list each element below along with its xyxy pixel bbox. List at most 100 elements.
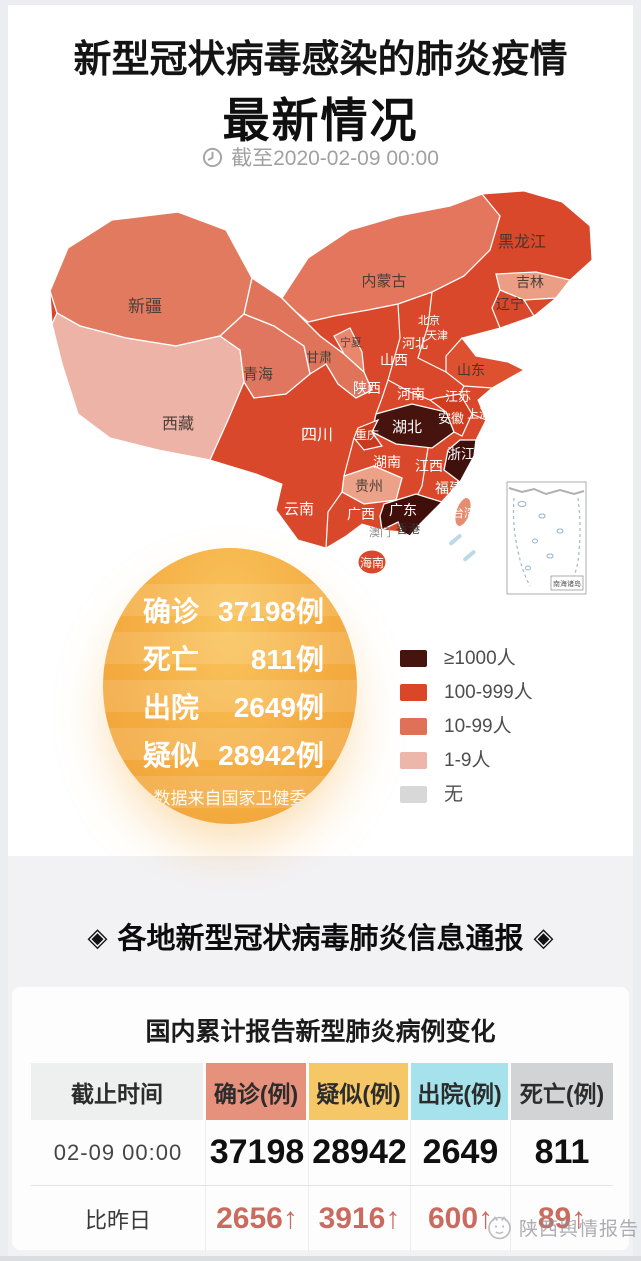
watermark: 陕西舆情报告 — [486, 1214, 639, 1241]
legend-item: ≥1000人 — [400, 648, 533, 669]
legend-label: 1-9人 — [444, 750, 491, 771]
label-guangdong: 广东 — [389, 502, 417, 518]
col-header-suspected: 疑似(例) — [309, 1063, 411, 1120]
stat-label: 确诊 — [143, 596, 200, 627]
table-title: 国内累计报告新型肺炎病例变化 — [145, 1018, 496, 1046]
cell-deaths: 811 — [511, 1120, 613, 1186]
label-hubei: 湖北 — [392, 419, 422, 436]
china-choropleth-map: 南海诸岛 新疆 西藏 青海 甘肃 宁夏 内蒙古 黑龙江 吉林 辽宁 北京 天津 … — [30, 186, 620, 596]
stat-label: 疑似 — [143, 740, 200, 771]
legend-label: 100-999人 — [444, 682, 533, 703]
label-heilongjiang: 黑龙江 — [498, 233, 546, 251]
map-legend: ≥1000人 100-999人 10-99人 1-9人 无 — [400, 648, 533, 820]
province-neimenggu — [281, 193, 501, 323]
circle-stripes — [103, 584, 357, 824]
label-hainan: 海南 — [360, 555, 384, 570]
south-china-sea-inset: 南海诸岛 — [506, 481, 587, 595]
province-borders — [325, 289, 535, 549]
label-beijing: 北京 — [418, 313, 440, 327]
stat-row-confirmed: 确诊 37198例 — [143, 586, 324, 634]
legend-item: 10-99人 — [400, 716, 533, 737]
col-header-confirmed: 确诊(例) — [206, 1063, 309, 1120]
section-title-row: ◈ 各地新型冠状病毒肺炎信息通报 ◈ — [0, 915, 641, 957]
stat-value: 811例 — [250, 644, 324, 675]
label-shanxi: 山西 — [380, 352, 408, 368]
label-qinghai: 青海 — [243, 366, 273, 383]
stat-value: 2649例 — [233, 692, 324, 723]
label-xizang: 西藏 — [162, 415, 194, 433]
legend-swatch-1000plus — [400, 650, 427, 667]
cell-confirmed: 37198 — [206, 1120, 309, 1186]
stat-value: 37198例 — [218, 596, 324, 627]
col-header-time: 截止时间 — [31, 1063, 206, 1120]
stat-label: 死亡 — [143, 644, 200, 675]
legend-swatch-10-99 — [400, 718, 427, 735]
province-anhui — [428, 393, 473, 437]
sea-marks — [449, 534, 476, 562]
cell-delta-deaths: 89↑ — [537, 1202, 587, 1235]
label-fujian: 福建 — [435, 480, 463, 496]
label-jiangxi: 江西 — [415, 458, 443, 474]
cell-time: 02-09 00:00 — [31, 1120, 206, 1186]
stat-row-discharged: 出院 2649例 — [143, 682, 324, 730]
province-ningxia — [333, 327, 365, 374]
legend-label: 无 — [444, 784, 464, 805]
timestamp-text: 截至2020-02-09 00:00 — [231, 147, 439, 170]
province-taiwan — [454, 497, 472, 527]
label-jiangsu: 江苏 — [445, 389, 471, 404]
label-xinjiang: 新疆 — [128, 297, 162, 316]
label-hongkong: 香港 — [396, 522, 420, 536]
stat-row-deaths: 死亡 811例 — [143, 634, 324, 682]
clock-icon — [202, 147, 223, 167]
label-sichuan: 四川 — [301, 427, 333, 444]
legend-swatch-none — [400, 786, 427, 803]
col-header-deaths: 死亡(例) — [511, 1063, 613, 1120]
page-title: 新型冠状病毒感染的肺炎疫情 — [73, 39, 568, 81]
legend-item: 无 — [400, 784, 533, 805]
label-shanghai: 上海 — [467, 406, 491, 421]
col-header-discharged: 出院(例) — [411, 1063, 511, 1120]
legend-label: ≥1000人 — [444, 648, 516, 669]
cell-discharged: 2649 — [411, 1120, 511, 1186]
province-shandong — [445, 337, 526, 389]
label-tianjin: 天津 — [426, 329, 448, 342]
label-taiwan: 台湾 — [452, 505, 476, 520]
stat-value: 28942例 — [218, 740, 324, 771]
province-hubei — [371, 403, 455, 449]
section-title: 各地新型冠状病毒肺炎信息通报 — [117, 923, 524, 955]
legend-item: 100-999人 — [400, 682, 533, 703]
province-labels: 新疆 西藏 青海 甘肃 宁夏 内蒙古 黑龙江 吉林 辽宁 北京 天津 河北 山西… — [128, 233, 546, 570]
label-hebei: 河北 — [402, 336, 428, 351]
province-hainan — [357, 549, 387, 575]
label-yunnan: 云南 — [284, 501, 314, 518]
data-source-note: 数据来自国家卫健委 — [153, 789, 307, 808]
label-henan: 河南 — [397, 386, 425, 402]
label-macau: 澳门 — [369, 525, 391, 539]
cell-delta-discharged: 600↑ — [411, 1186, 511, 1252]
label-gansu: 甘肃 — [306, 350, 332, 365]
label-jilin: 吉林 — [516, 274, 544, 290]
label-guizhou: 贵州 — [355, 478, 383, 494]
legend-label: 10-99人 — [444, 716, 512, 737]
label-chongqing: 重庆 — [355, 428, 379, 442]
label-liaoning: 辽宁 — [496, 296, 524, 312]
timestamp-row: 截至2020-02-09 00:00 — [0, 142, 641, 172]
cell-delta-label: 比昨日 — [31, 1186, 206, 1252]
cell-delta-suspected: 3916↑ — [309, 1186, 411, 1252]
diamond-ornament-right: ◈ — [533, 922, 554, 952]
label-anhui: 安徽 — [438, 411, 464, 426]
legend-item: 1-9人 — [400, 750, 533, 771]
legend-swatch-100-999 — [400, 684, 427, 701]
province-guangdong — [379, 493, 444, 537]
watermark-text: 陕西舆情报告 — [519, 1219, 640, 1240]
cell-delta-confirmed: 2656↑ — [206, 1186, 309, 1252]
label-shandong: 山东 — [457, 362, 485, 378]
stats-circle: 确诊 37198例 死亡 811例 出院 2649例 疑似 28942例 数据来… — [103, 548, 357, 824]
stat-label: 出院 — [143, 692, 200, 723]
page-subtitle: 最新情况 — [222, 94, 419, 147]
legend-swatch-1-9 — [400, 752, 427, 769]
label-zhejiang: 浙江 — [447, 446, 475, 462]
cases-table: 截止时间 确诊(例) 疑似(例) 出院(例) 死亡(例) 02-09 00:00… — [31, 1063, 613, 1252]
label-ningxia: 宁夏 — [340, 335, 362, 349]
